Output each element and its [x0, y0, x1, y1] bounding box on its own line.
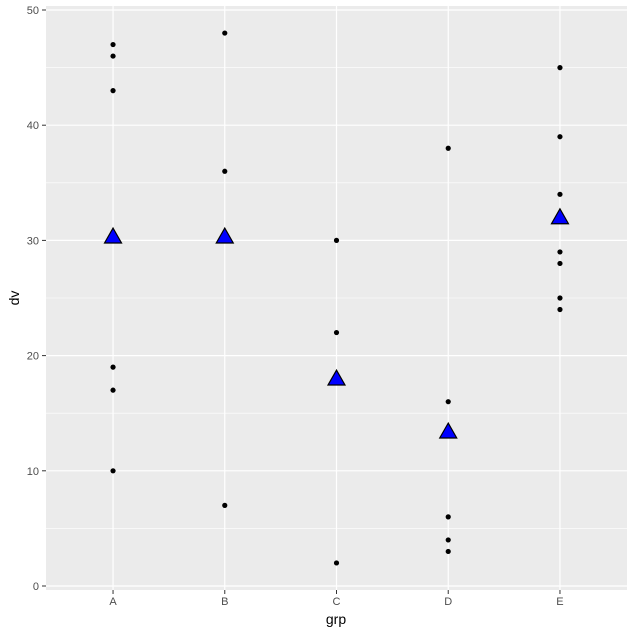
y-tick-label: 20	[27, 351, 39, 363]
data-point	[110, 88, 116, 94]
data-point	[557, 65, 563, 71]
y-axis-label: dv	[6, 291, 22, 306]
data-point	[333, 237, 340, 243]
data-point	[445, 399, 451, 405]
data-point	[557, 191, 563, 197]
data-points	[110, 30, 563, 566]
y-tick-label: 30	[27, 235, 39, 247]
mean-triangle	[215, 226, 235, 244]
data-point	[110, 364, 116, 370]
x-tick-label: A	[109, 596, 117, 608]
y-tick-label: 50	[27, 5, 39, 17]
y-axis: 0 10 20 30 40 50	[27, 5, 46, 593]
x-tick-label: D	[444, 596, 452, 608]
data-point	[557, 306, 563, 313]
data-point	[557, 249, 563, 255]
data-point	[445, 548, 451, 555]
data-point	[445, 537, 451, 543]
data-point	[110, 387, 116, 393]
mean-triangle	[550, 207, 570, 225]
x-axis-label: grp	[326, 611, 346, 627]
data-point	[110, 53, 116, 59]
data-point	[445, 145, 451, 151]
data-point	[222, 30, 228, 36]
data-point	[222, 168, 228, 174]
x-tick-label: E	[556, 596, 563, 608]
data-point	[557, 134, 563, 140]
x-tick-label: C	[333, 596, 341, 608]
mean-markers	[103, 207, 570, 439]
mean-triangle	[103, 226, 123, 244]
x-tick-label: B	[221, 596, 228, 608]
mean-triangle	[438, 421, 458, 439]
data-point	[110, 468, 116, 474]
y-tick-label: 10	[27, 466, 39, 478]
mean-triangle	[326, 368, 347, 386]
data-point	[222, 502, 228, 508]
data-point	[557, 295, 563, 301]
data-point	[445, 514, 451, 520]
y-tick-label: 0	[33, 581, 39, 593]
data-point	[557, 260, 563, 267]
data-point	[333, 560, 340, 566]
y-tick-label: 40	[27, 120, 39, 132]
data-point	[110, 41, 116, 48]
gridlines	[46, 6, 627, 590]
data-point	[333, 329, 340, 336]
x-axis: A B C D E	[109, 590, 564, 608]
